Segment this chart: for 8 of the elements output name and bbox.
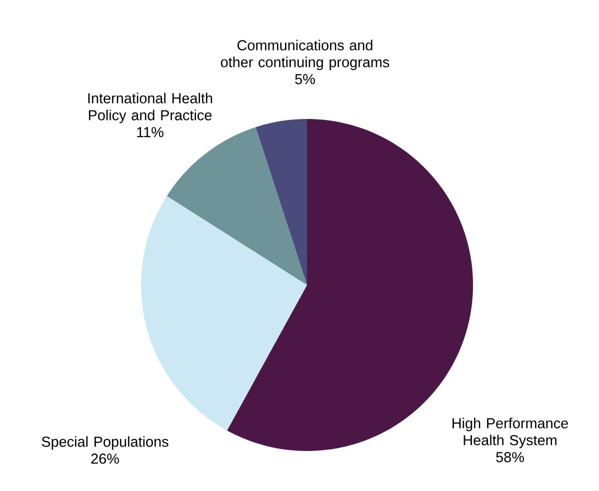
slice-label: Communications and other continuing programs	[220, 40, 390, 70]
data-label: 11%	[137, 127, 164, 138]
data-label: 58%	[496, 452, 524, 462]
slice-label: International Health Policy and Practice	[88, 92, 212, 124]
data-label: 5%	[295, 74, 315, 84]
data-label: 26%	[91, 454, 119, 464]
slice-label: Special Populations	[42, 436, 168, 450]
slice-label: High Performance Health System	[452, 418, 568, 448]
